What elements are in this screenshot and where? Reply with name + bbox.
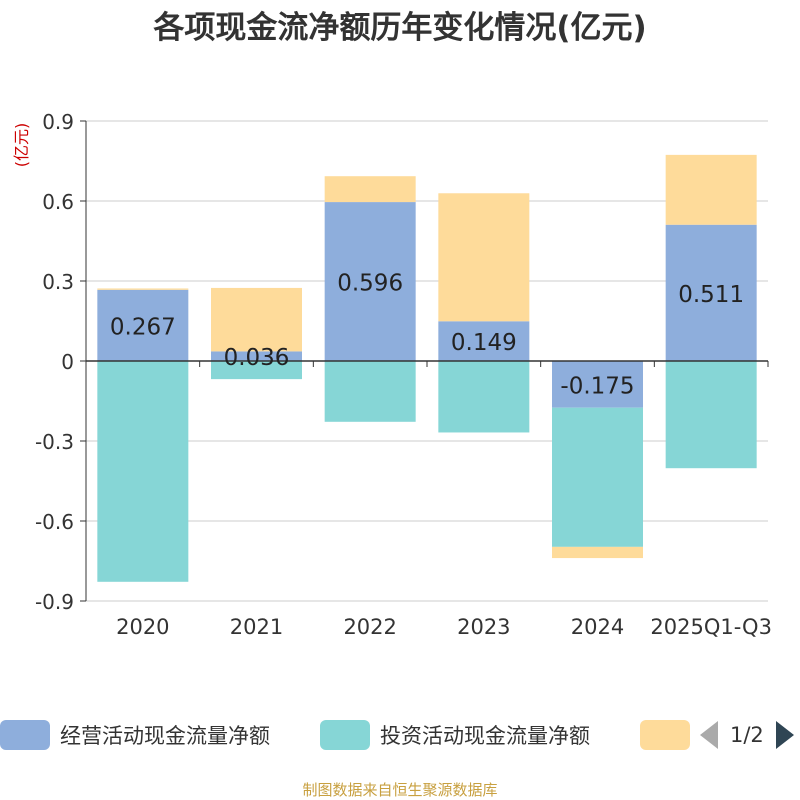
- y-tick-label: -0.6: [35, 510, 74, 534]
- y-tick-label: 0: [61, 350, 74, 374]
- y-tick-label: 0.9: [42, 110, 74, 134]
- y-axis-unit-label: (亿元): [12, 123, 31, 168]
- x-tick-label: 2022: [343, 615, 396, 639]
- bar-operating-2023[interactable]: [438, 321, 530, 361]
- legend-item-operating[interactable]: 经营活动现金流量净额: [0, 718, 270, 752]
- pager-text: 1/2: [730, 723, 764, 747]
- data-label-operating-2023: 0.149: [451, 330, 517, 356]
- bar-operating-2021[interactable]: [211, 351, 302, 361]
- legend-pager: 1/2: [700, 718, 794, 752]
- x-tick-label: 2020: [116, 615, 169, 639]
- bar-financing-2021[interactable]: [211, 287, 302, 352]
- legend-label-operating: 经营活动现金流量净额: [60, 724, 270, 748]
- axes: -0.9 -0.6 -0.3 0 0.3 0.6 0.9 2020 2021 2022 2023 20…: [35, 110, 772, 639]
- chart-title: 各项现金流净额历年变化情况(亿元): [153, 10, 647, 46]
- bar-financing-2022[interactable]: [324, 176, 416, 203]
- bar-financing-2024[interactable]: [552, 546, 643, 559]
- data-label-operating-2024: -0.175: [560, 373, 634, 399]
- bar-investing-2022[interactable]: [324, 361, 416, 422]
- bar-operating-2025Q1-Q3[interactable]: [665, 224, 757, 361]
- y-tick-label: -0.9: [35, 590, 74, 614]
- x-tick-label: 2023: [457, 615, 510, 639]
- bar-financing-2020[interactable]: [97, 288, 189, 290]
- bar-investing-2024[interactable]: [552, 407, 643, 547]
- bar-investing-2021[interactable]: [211, 361, 302, 380]
- data-labels: 0.267 0.036 0.596 0.149 -0.175 0.511: [110, 271, 744, 400]
- data-label-operating-2025Q1-Q3: 0.511: [678, 282, 744, 308]
- bar-investing-2025Q1-Q3[interactable]: [665, 361, 757, 469]
- x-tick-label: 2021: [230, 615, 283, 639]
- legend-item-investing[interactable]: 投资活动现金流量净额: [320, 718, 590, 752]
- bar-operating-2020[interactable]: [97, 289, 189, 361]
- triangle-left-icon[interactable]: [700, 721, 718, 749]
- bar-investing-2023[interactable]: [438, 361, 530, 433]
- legend-label-investing: 投资活动现金流量净额: [380, 724, 590, 748]
- legend-swatch-operating: [0, 720, 50, 750]
- data-label-operating-2022: 0.596: [337, 271, 403, 297]
- bars: [97, 154, 757, 582]
- bar-investing-2020[interactable]: [97, 361, 189, 582]
- x-tick-label: 2024: [571, 615, 624, 639]
- data-label-operating-2020: 0.267: [110, 314, 176, 340]
- data-label-operating-2021: 0.036: [224, 345, 290, 371]
- x-tick-label: 2025Q1-Q3: [650, 615, 772, 639]
- bar-operating-2022[interactable]: [324, 202, 416, 361]
- legend-swatch-financing: [640, 720, 690, 750]
- source-note: 制图数据来自恒生聚源数据库: [302, 781, 498, 799]
- y-tick-label: -0.3: [35, 430, 74, 454]
- triangle-right-icon[interactable]: [775, 721, 794, 749]
- y-tick-label: 0.3: [42, 270, 74, 294]
- legend-item-financing[interactable]: [640, 718, 690, 752]
- bar-operating-2024[interactable]: [552, 361, 643, 408]
- y-tick-label: 0.6: [42, 190, 74, 214]
- legend-swatch-investing: [320, 720, 370, 750]
- bar-financing-2023[interactable]: [438, 193, 530, 322]
- bar-financing-2025Q1-Q3[interactable]: [665, 154, 757, 225]
